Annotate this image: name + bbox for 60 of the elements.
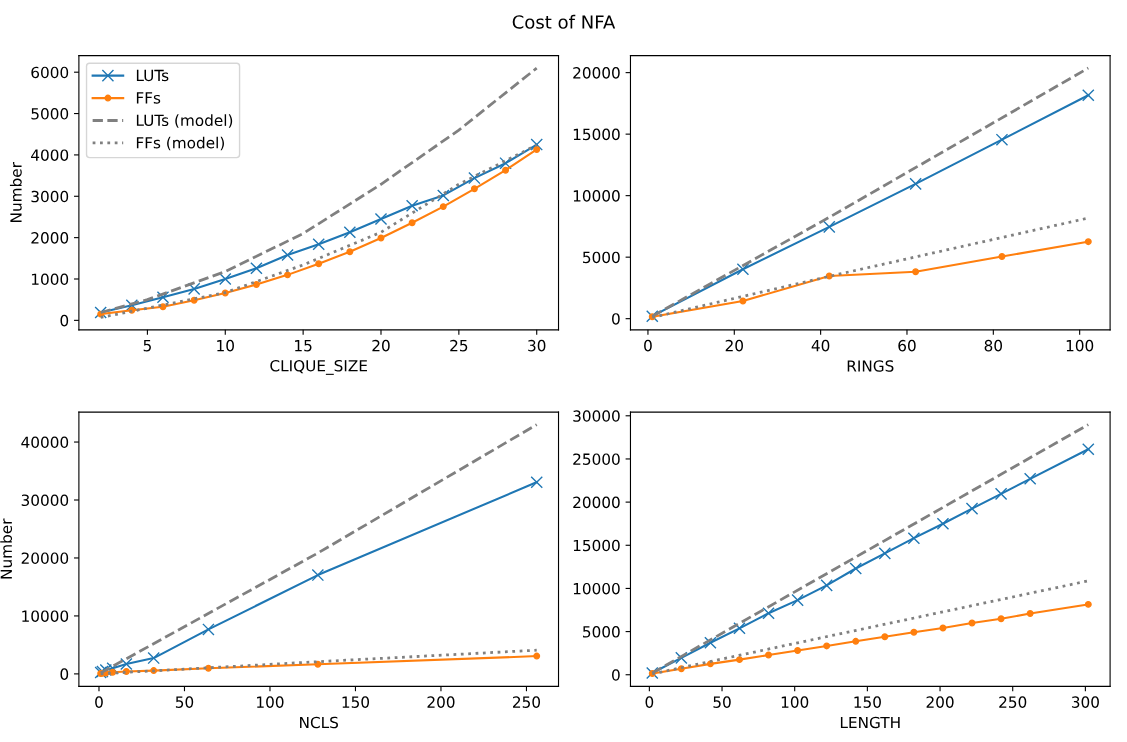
x-tick-label: 50 bbox=[713, 696, 731, 708]
y-tick-label: 15000 bbox=[573, 128, 620, 141]
x-tick-label: 0 bbox=[644, 339, 652, 352]
x-tick-label: 40 bbox=[811, 339, 830, 352]
y-tick-label: 4000 bbox=[31, 149, 69, 161]
y-axis-title: Number bbox=[0, 518, 13, 579]
legend-label: LUTs bbox=[136, 69, 169, 82]
x-axis-title: LENGTH bbox=[840, 716, 900, 729]
x-tick-label: 20 bbox=[372, 339, 390, 352]
y-tick-label: 30000 bbox=[573, 410, 620, 422]
y-tick-label: 20000 bbox=[573, 496, 620, 509]
x-tick-label: 150 bbox=[854, 696, 881, 708]
y-tick-label: 10000 bbox=[22, 610, 69, 622]
x-tick-label: 0 bbox=[95, 696, 103, 708]
x-tick-label: 200 bbox=[926, 696, 954, 708]
x-tick-label: 150 bbox=[342, 696, 370, 708]
x-axis-title: NCLS bbox=[300, 716, 338, 729]
x-tick-label: 30 bbox=[528, 339, 546, 352]
x-tick-label: 300 bbox=[1071, 696, 1099, 708]
y-tick-label: 0 bbox=[612, 313, 620, 325]
y-tick-label: 20000 bbox=[21, 552, 69, 564]
x-tick-label: 100 bbox=[781, 696, 809, 708]
x-tick-label: 25 bbox=[450, 339, 468, 352]
x-tick-label: 200 bbox=[427, 696, 455, 708]
y-axis-title: Number bbox=[9, 162, 22, 222]
y-tick-label: 0 bbox=[60, 314, 69, 327]
x-tick-label: 250 bbox=[999, 696, 1027, 708]
x-tick-label: 5 bbox=[143, 340, 151, 352]
x-tick-label: 60 bbox=[898, 339, 916, 352]
legend-label: FFs bbox=[136, 92, 161, 104]
y-tick-label: 15000 bbox=[573, 539, 620, 552]
y-tick-label: 5000 bbox=[31, 108, 69, 120]
chart-title: Cost of NFA bbox=[512, 14, 616, 29]
x-tick-label: 0 bbox=[645, 696, 654, 708]
y-tick-label: 0 bbox=[612, 669, 620, 681]
x-axis-title: RINGS bbox=[847, 360, 894, 372]
x-tick-label: 15 bbox=[295, 340, 312, 352]
x-tick-label: 50 bbox=[175, 696, 194, 708]
y-tick-label: 5000 bbox=[583, 251, 620, 264]
legend-label: LUTs (model) bbox=[136, 114, 233, 128]
y-tick-label: 2000 bbox=[31, 232, 69, 244]
y-tick-label: 1000 bbox=[31, 273, 69, 286]
x-axis-title: CLIQUE_SIZE bbox=[270, 359, 367, 375]
x-tick-label: 80 bbox=[984, 339, 1003, 352]
x-tick-label: 250 bbox=[513, 696, 541, 708]
y-tick-label: 10000 bbox=[573, 582, 620, 595]
x-tick-label: 10 bbox=[217, 339, 234, 352]
y-tick-label: 25000 bbox=[573, 453, 620, 465]
y-tick-label: 10000 bbox=[573, 190, 620, 202]
y-tick-label: 20000 bbox=[573, 67, 620, 79]
y-tick-label: 5000 bbox=[583, 626, 620, 638]
y-tick-label: 40000 bbox=[21, 436, 69, 449]
y-tick-label: 30000 bbox=[21, 494, 69, 507]
y-tick-label: 3000 bbox=[31, 190, 69, 203]
y-tick-label: 6000 bbox=[31, 66, 69, 79]
x-tick-label: 100 bbox=[1066, 339, 1094, 352]
x-tick-label: 20 bbox=[725, 339, 743, 352]
legend-label: FFs (model) bbox=[136, 136, 224, 151]
y-tick-label: 0 bbox=[60, 668, 69, 680]
x-tick-label: 100 bbox=[257, 696, 284, 708]
